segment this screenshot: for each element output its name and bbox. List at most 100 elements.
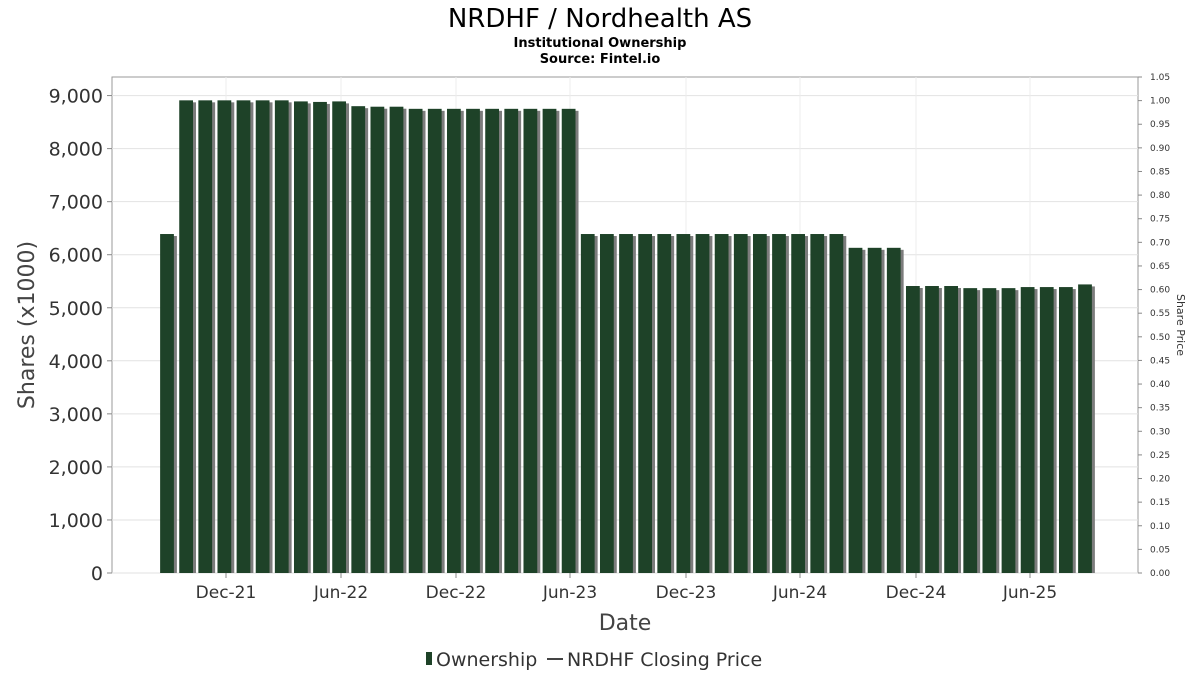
ownership-bar: [925, 286, 939, 573]
x-tick-label: Dec-21: [196, 583, 257, 603]
ownership-bar: [446, 108, 461, 573]
y-tick-label: 6,000: [49, 245, 103, 267]
ownership-bar: [504, 108, 519, 573]
ownership-bar: [810, 234, 825, 573]
y2-tick-label: 0.60: [1150, 286, 1170, 296]
ownership-bar: [638, 234, 653, 573]
ownership-bar: [332, 101, 347, 574]
ownership-bar: [217, 100, 232, 573]
ownership-bar: [848, 247, 863, 573]
x-tick-label: Jun-25: [1002, 583, 1057, 603]
chart-subtitle: Institutional Ownership: [514, 36, 687, 51]
legend-ownership-swatch: [426, 652, 432, 665]
ownership-bar: [160, 234, 174, 573]
y2-tick-label: 0.45: [1150, 356, 1170, 366]
legend-price-label: NRDHF Closing Price: [567, 649, 762, 671]
y2-axis-ticks: 0.00 0.05 0.10 0.15 0.20 0.25 0.30 0.35 0.40 0.45…: [1138, 73, 1170, 579]
y-axis-ticks: 0 1,000 2,000 3,000 4,000 5,000 6,000 7,000 8,00…: [49, 86, 112, 585]
ownership-bar: [351, 106, 366, 574]
ownership-bar: [580, 234, 595, 573]
ownership-bar: [179, 100, 194, 573]
y2-tick-label: 0.95: [1150, 120, 1170, 130]
y2-tick-label: 0.00: [1150, 569, 1170, 579]
ownership-bar: [466, 108, 480, 573]
x-tick-label: Jun-22: [313, 583, 368, 603]
ownership-bar: [1001, 288, 1016, 573]
y2-tick-label: 0.55: [1150, 309, 1170, 319]
ownership-bar: [236, 100, 251, 573]
ownership-bar: [1078, 284, 1092, 573]
y2-tick-label: 0.75: [1150, 215, 1170, 225]
ownership-bar: [427, 108, 442, 573]
ownership-bar: [255, 100, 270, 573]
ownership-bar: [599, 234, 614, 573]
ownership-bar: [676, 234, 691, 573]
ownership-bar: [485, 108, 500, 573]
ownership-bar: [542, 108, 557, 573]
y2-tick-label: 0.70: [1150, 238, 1170, 248]
y2-tick-label: 0.35: [1150, 404, 1170, 414]
ownership-bar: [1058, 287, 1073, 573]
ownership-bar: [905, 286, 920, 573]
y2-tick-label: 0.50: [1150, 333, 1170, 343]
ownership-bar: [313, 101, 327, 573]
y2-tick-label: 0.10: [1150, 522, 1170, 532]
y2-tick-label: 0.80: [1150, 191, 1170, 201]
ownership-bar: [791, 234, 806, 573]
y2-tick-label: 1.05: [1150, 73, 1170, 83]
ownership-bar: [886, 247, 901, 573]
ownership-bar: [867, 247, 882, 573]
legend-ownership-label: Ownership: [436, 649, 537, 671]
x-tick-label: Dec-22: [426, 583, 487, 603]
ownership-bar: [695, 234, 710, 573]
ownership-bar: [772, 234, 786, 573]
x-tick-label: Dec-23: [656, 583, 717, 603]
y-tick-label: 1,000: [49, 510, 103, 532]
ownership-bar: [963, 288, 978, 573]
ownership-bar: [274, 100, 289, 573]
ownership-bar: [370, 106, 385, 573]
ownership-bar: [982, 288, 997, 573]
ownership-bars: [160, 100, 1095, 574]
ownership-bar: [752, 234, 767, 573]
y-tick-label: 4,000: [49, 351, 103, 373]
ownership-bar: [523, 108, 538, 573]
x-tick-label: Jun-24: [772, 583, 827, 603]
chart-source: Source: Fintel.io: [540, 52, 661, 67]
x-axis-label: Date: [599, 611, 652, 636]
y2-tick-label: 0.15: [1150, 498, 1170, 508]
ownership-bar: [1020, 287, 1035, 573]
ownership-bar: [1039, 287, 1054, 573]
y2-tick-label: 0.30: [1150, 427, 1170, 437]
y2-tick-label: 0.20: [1150, 475, 1170, 485]
y2-tick-label: 0.40: [1150, 380, 1170, 390]
y-tick-label: 8,000: [49, 139, 103, 161]
y-tick-label: 3,000: [49, 404, 103, 426]
ownership-bar: [657, 234, 672, 573]
y2-tick-label: 0.25: [1150, 451, 1170, 461]
ownership-bar: [733, 234, 748, 573]
y-tick-label: 0: [91, 563, 103, 585]
x-tick-label: Dec-24: [886, 583, 947, 603]
ownership-bar: [389, 106, 404, 573]
y-tick-label: 2,000: [49, 457, 103, 479]
y2-tick-label: 0.85: [1150, 167, 1170, 177]
y2-tick-label: 0.05: [1150, 545, 1170, 555]
ownership-bar: [944, 286, 959, 573]
x-axis-ticks: Dec-21 Jun-22 Dec-22 Jun-23 Dec-23 Jun-24 Dec-…: [196, 573, 1057, 603]
chart-title: NRDHF / Nordhealth AS: [448, 4, 752, 34]
y2-tick-label: 0.90: [1150, 144, 1170, 154]
ownership-bar: [561, 108, 576, 573]
ownership-bar: [829, 234, 844, 573]
y-axis-label: Shares (x1000): [15, 241, 40, 409]
y-tick-label: 9,000: [49, 86, 103, 108]
ownership-bar: [619, 234, 633, 573]
x-tick-label: Jun-23: [542, 583, 597, 603]
ownership-bar: [408, 108, 423, 573]
ownership-bar: [714, 234, 729, 573]
y2-tick-label: 1.00: [1150, 97, 1170, 107]
ownership-bar: [293, 101, 308, 574]
y2-tick-label: 0.65: [1150, 262, 1170, 272]
y-tick-label: 7,000: [49, 192, 103, 214]
